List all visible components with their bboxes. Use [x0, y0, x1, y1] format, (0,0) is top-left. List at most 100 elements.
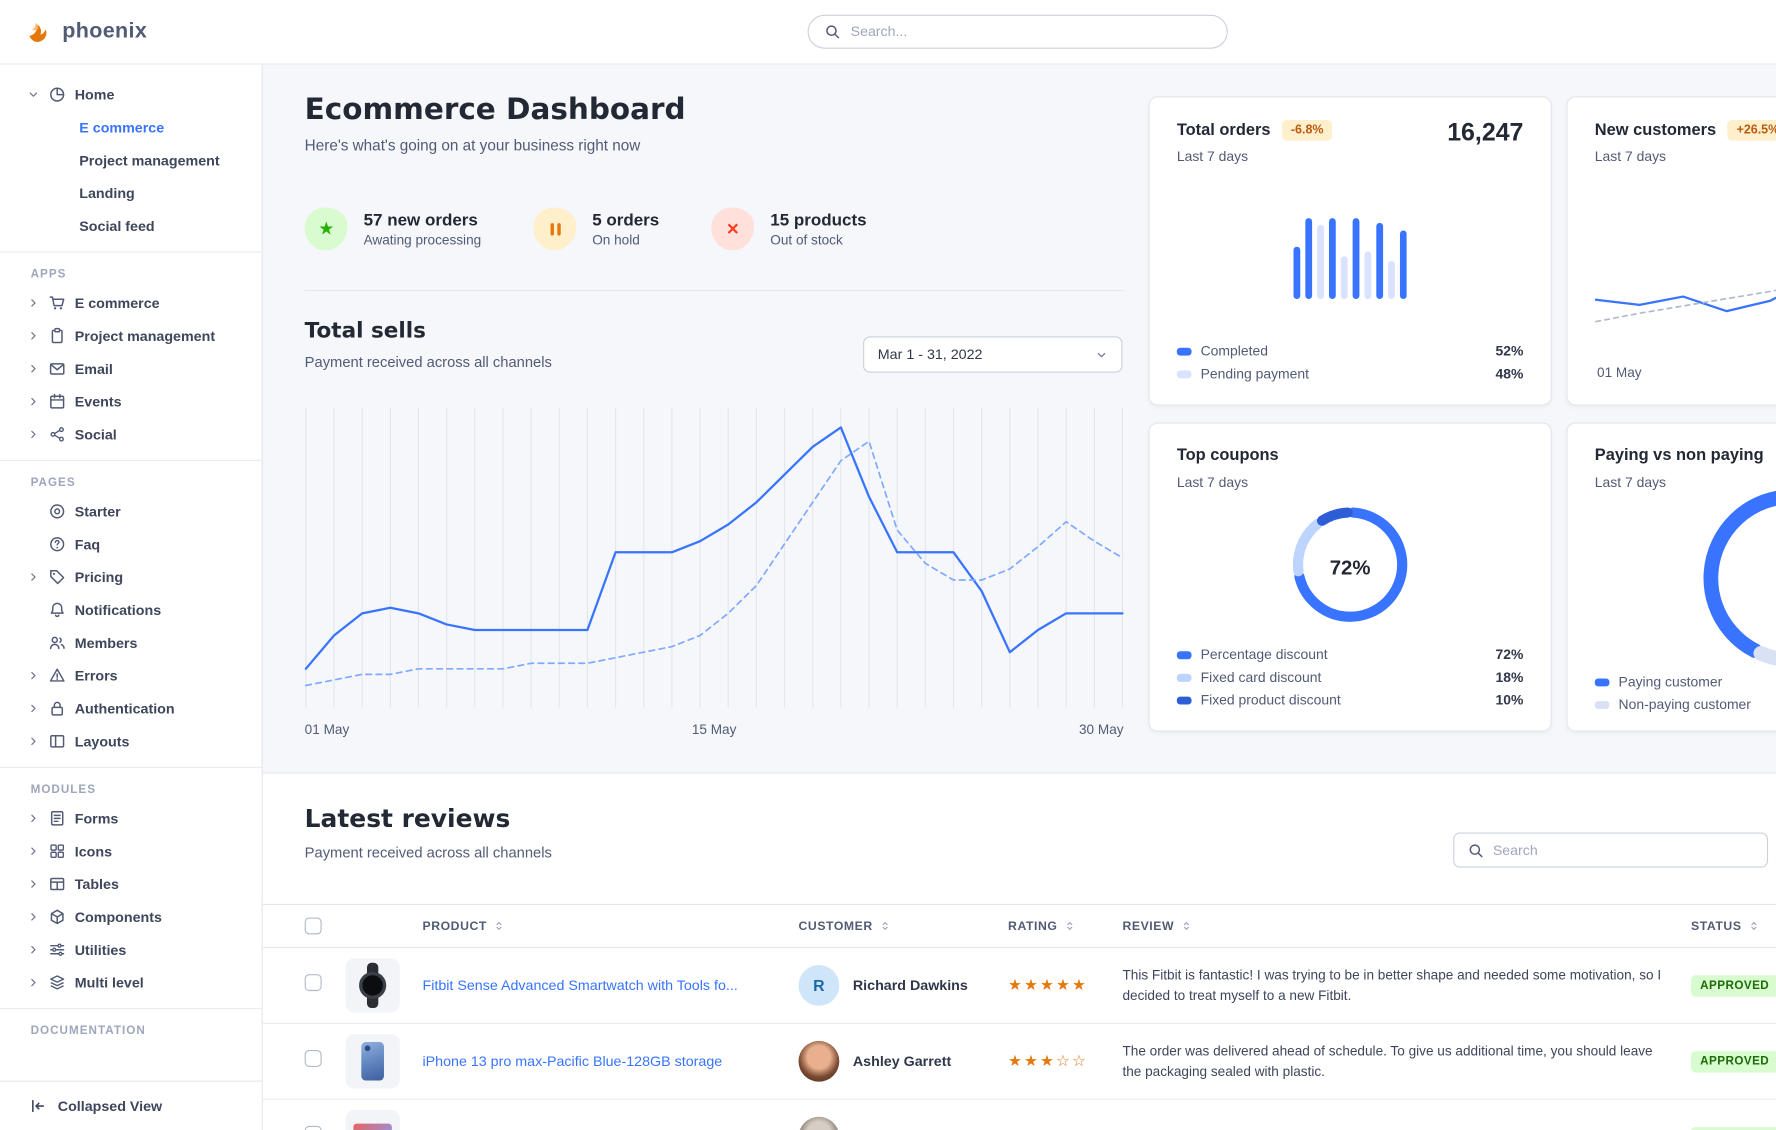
legend-marker: [1176, 650, 1192, 659]
cube-icon: [49, 908, 66, 925]
total-sells-chart: 01 May 15 May 30 May: [304, 407, 1124, 737]
legend-marker: [1176, 673, 1192, 682]
star-icon: ★: [1040, 976, 1054, 994]
sidebar-item-layouts[interactable]: Layouts: [0, 725, 262, 758]
column-header-status[interactable]: STATUS: [1691, 919, 1776, 933]
chart-legend: Completed 52% Pending payment 48%: [1176, 343, 1524, 382]
reviews-search[interactable]: [1453, 832, 1769, 868]
row-checkbox[interactable]: [304, 974, 322, 992]
rating-stars: ★ ★ ★ ★ ★: [1008, 976, 1122, 994]
global-search[interactable]: [807, 14, 1228, 49]
chevron-right-icon: [27, 702, 39, 714]
dashboard-section: Ecommerce Dashboard Here's what's going …: [262, 64, 1776, 773]
column-header-product[interactable]: PRODUCT: [422, 919, 798, 933]
latest-reviews-section: Latest reviews Payment received across a…: [262, 772, 1776, 1130]
sidebar-item-tables[interactable]: Tables: [0, 868, 262, 901]
sidebar-item-components[interactable]: Components: [0, 900, 262, 933]
reviews-search-input[interactable]: [1492, 842, 1754, 858]
avatar: [798, 1040, 840, 1082]
sidebar-item-icons[interactable]: Icons: [0, 835, 262, 868]
sidebar-item-social[interactable]: Social: [0, 418, 262, 451]
sidebar-item-members[interactable]: Members: [0, 626, 262, 659]
sidebar-section-modules: MODULES: [30, 783, 97, 796]
star-icon: ★: [301, 204, 351, 254]
table-row[interactable]: Fitbit Sense Advanced Smartwatch with To…: [262, 948, 1776, 1024]
sidebar-item-faq[interactable]: Faq: [0, 528, 262, 561]
sidebar-item-project-management-app[interactable]: Project management: [0, 319, 262, 352]
row-checkbox[interactable]: [304, 1125, 322, 1130]
reviews-title: Latest reviews: [304, 805, 511, 834]
product-link[interactable]: iPhone 13 pro max-Pacific Blue-128GB sto…: [422, 1052, 723, 1069]
x-icon: ✕: [708, 204, 758, 254]
target-icon: [49, 503, 66, 520]
sidebar-item-label: Authentication: [74, 700, 175, 717]
status-label: APPROVED: [1700, 979, 1770, 993]
divider: [0, 1008, 262, 1010]
card-period: Last 7 days: [1176, 148, 1249, 165]
stat-label: Awating processing: [363, 231, 482, 248]
page-subtitle: Here's what's going on at your business …: [304, 137, 641, 155]
product-link[interactable]: Apple MacBook Pro 13 inch-M1-8/256GB-spa…: [422, 1128, 798, 1130]
chevron-right-icon: [27, 669, 39, 681]
sidebar-item-forms[interactable]: Forms: [0, 802, 262, 835]
bell-icon: [49, 601, 66, 618]
product-image[interactable]: [345, 958, 400, 1013]
legend-label: Completed: [1200, 343, 1268, 360]
status-badge: APPROVED: [1691, 975, 1776, 997]
sidebar-section-documentation: DOCUMENTATION: [30, 1024, 146, 1037]
collapsed-view-toggle[interactable]: Collapsed View: [0, 1080, 262, 1130]
divider: [304, 289, 1124, 292]
sidebar-item-project-management-dashboard[interactable]: Project management: [0, 144, 262, 177]
chevron-right-icon: [27, 330, 39, 342]
date-range-select[interactable]: Mar 1 - 31, 2022: [863, 336, 1123, 373]
sidebar-item-email[interactable]: Email: [0, 352, 262, 385]
sidebar-item-social-feed[interactable]: Social feed: [0, 210, 262, 243]
collapse-icon: [29, 1098, 46, 1115]
product-image[interactable]: [345, 1034, 400, 1089]
sidebar-item-errors[interactable]: Errors: [0, 659, 262, 692]
brand-logo[interactable]: phoenix: [23, 16, 148, 47]
sidebar-item-authentication[interactable]: Authentication: [0, 692, 262, 725]
table-row[interactable]: Apple MacBook Pro 13 inch-M1-8/256GB-spa…: [263, 1100, 1776, 1130]
sidebar-item-pricing[interactable]: Pricing: [0, 561, 262, 594]
sidebar-item-notifications[interactable]: Notifications: [0, 594, 262, 627]
x-axis-labels: 01 May 15 May 30 May: [305, 721, 1124, 737]
column-label: STATUS: [1691, 919, 1742, 933]
sidebar-item-multi-level[interactable]: Multi level: [0, 966, 262, 999]
column-header-customer[interactable]: CUSTOMER: [799, 919, 1009, 933]
product-link[interactable]: Fitbit Sense Advanced Smartwatch with To…: [422, 976, 738, 993]
product-image[interactable]: [345, 1109, 400, 1130]
customer-cell: [798, 1116, 1009, 1130]
question-icon: [49, 536, 66, 553]
select-all-checkbox[interactable]: [304, 917, 322, 935]
legend-item: Paying customer: [1594, 674, 1776, 690]
table-body: Fitbit Sense Advanced Smartwatch with To…: [262, 948, 1776, 1130]
search-icon: [825, 24, 841, 40]
legend-label: Percentage discount: [1200, 646, 1328, 663]
rating-stars: ★★★★☆: [1008, 1128, 1122, 1130]
sidebar-item-label: Members: [74, 634, 138, 651]
legend-value: 52%: [1495, 343, 1524, 360]
table-row[interactable]: iPhone 13 pro max-Pacific Blue-128GB sto…: [262, 1024, 1776, 1100]
paying-donut-chart: [1701, 487, 1776, 675]
avatar: R: [798, 965, 840, 1006]
star-icon: ★: [1056, 1128, 1070, 1130]
sidebar-item-landing[interactable]: Landing: [0, 177, 262, 210]
row-checkbox[interactable]: [304, 1049, 322, 1067]
sidebar-item-home[interactable]: Home: [0, 78, 262, 111]
search-input[interactable]: [850, 23, 1211, 40]
column-header-review[interactable]: REVIEW: [1122, 919, 1691, 933]
column-header-rating[interactable]: RATING: [1008, 919, 1122, 933]
stat-out-of-stock: ✕ 15 products Out of stock: [708, 204, 867, 254]
sidebar-item-events[interactable]: Events: [0, 385, 262, 418]
sidebar-item-utilities[interactable]: Utilities: [0, 933, 262, 966]
sidebar-item-ecommerce-dashboard[interactable]: E commerce: [0, 111, 262, 144]
chevron-down-icon: [27, 88, 39, 100]
chevron-right-icon: [27, 812, 39, 824]
sidebar-item-starter[interactable]: Starter: [0, 495, 262, 528]
card-title: New customers: [1594, 121, 1717, 140]
total-sells-line-chart: [304, 407, 1124, 714]
divider: [0, 459, 262, 461]
sidebar-item-label: E commerce: [74, 295, 160, 311]
sidebar-item-ecommerce-app[interactable]: E commerce: [0, 287, 262, 320]
